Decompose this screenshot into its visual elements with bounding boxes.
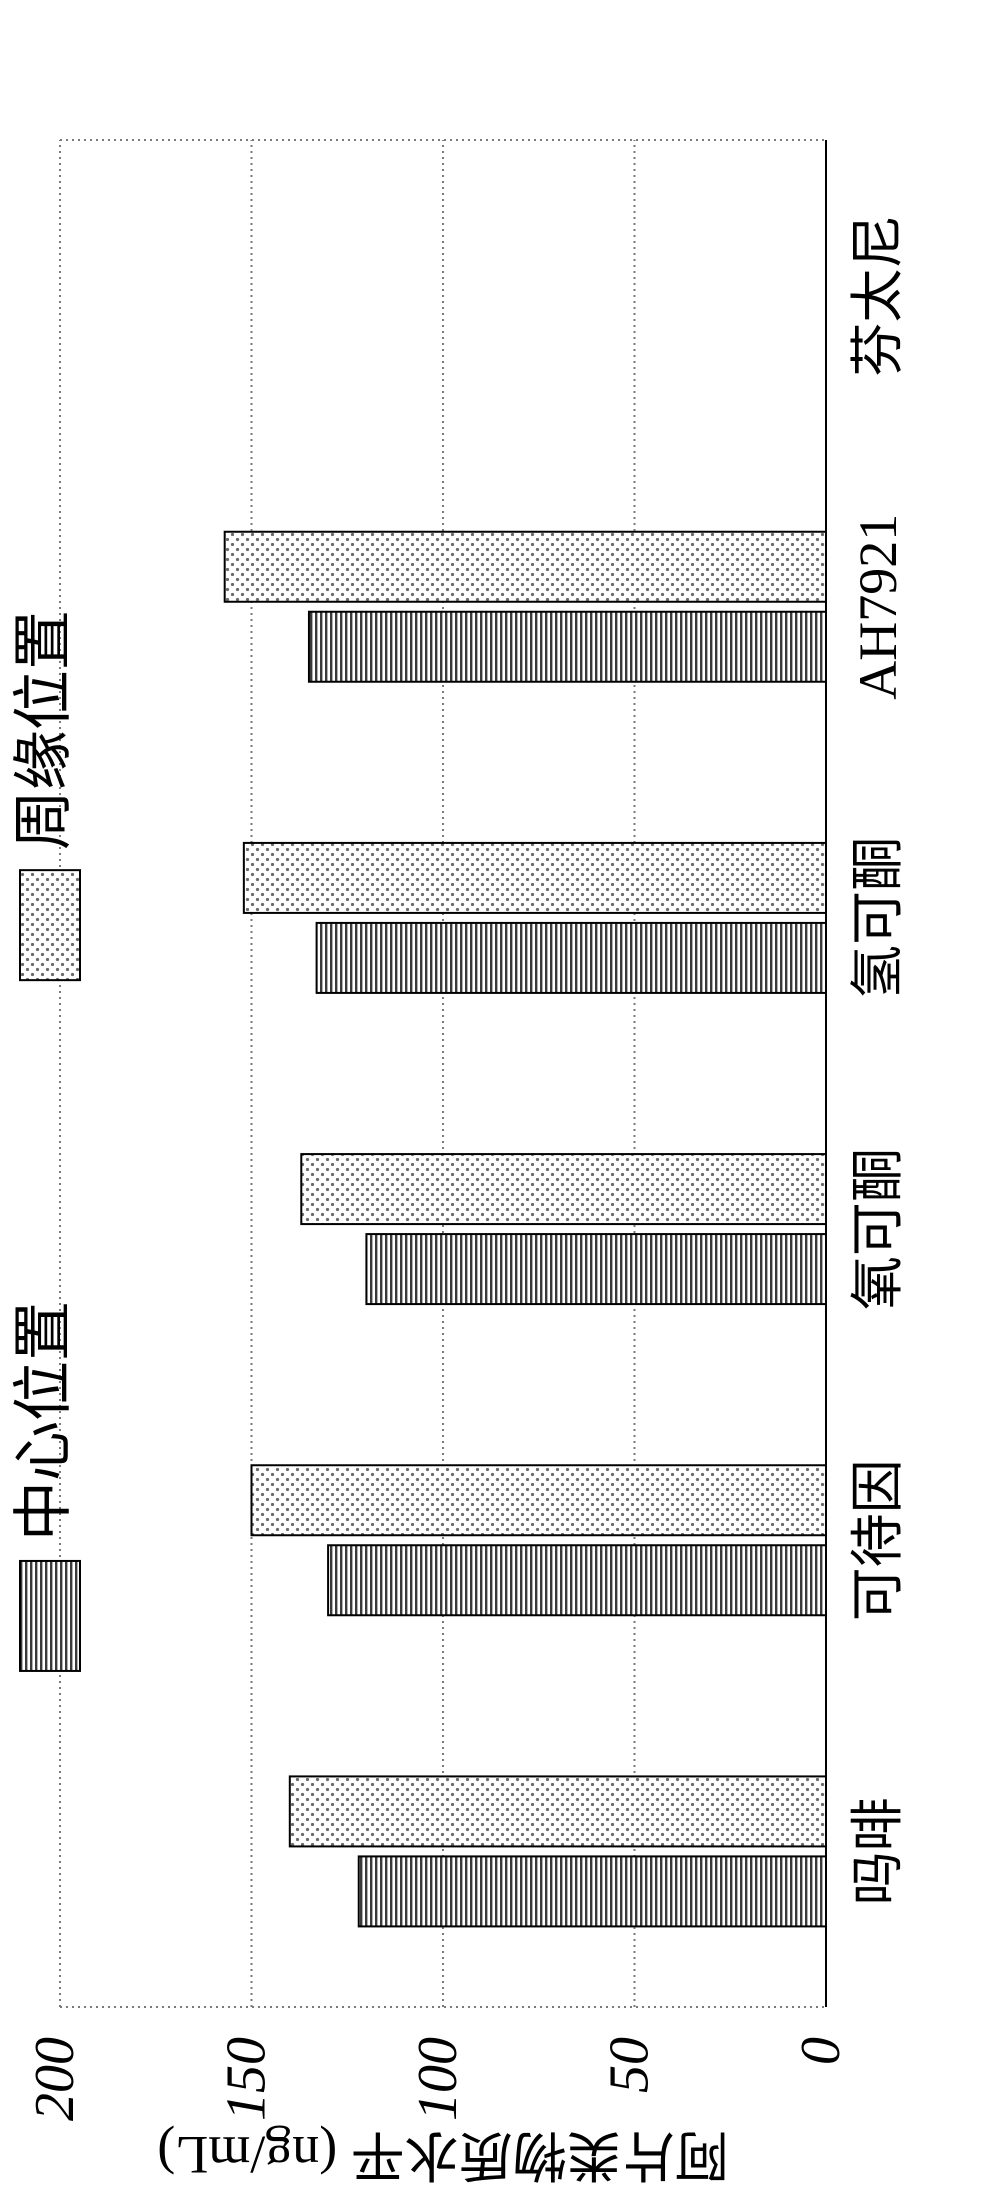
bar-center	[359, 1856, 826, 1926]
ytick-label: 100	[407, 2037, 469, 2121]
bar-chart: 0 50 100 150 200 吗啡 可待因 氧可酮 氢可酮 AH7921 芬太尼阿片类物质水平 …	[0, 0, 1006, 2207]
bar-peripheral	[225, 532, 826, 602]
category-label: 芬太尼	[848, 215, 908, 377]
bar-peripheral	[290, 1776, 826, 1846]
bar-peripheral	[252, 1465, 827, 1535]
bar-center	[328, 1545, 826, 1615]
legend-label: 周缘位置	[11, 610, 77, 850]
chart-container: 0 50 100 150 200 吗啡 可待因 氧可酮 氢可酮 AH7921 芬太尼阿片类物质水平 …	[0, 0, 1006, 2207]
bar-peripheral	[244, 843, 826, 913]
bar-center	[366, 1234, 826, 1304]
ytick-label: 200	[24, 2037, 86, 2121]
bar-center	[309, 612, 826, 682]
category-label: AH7921	[848, 514, 908, 700]
ytick-label: 0	[790, 2037, 852, 2065]
legend-swatch	[20, 1561, 80, 1671]
ytick-label: 50	[598, 2037, 660, 2093]
category-label: 吗啡	[848, 1797, 908, 1905]
category-label: 可待因	[848, 1459, 908, 1621]
ytick-label: 150	[215, 2037, 277, 2121]
y-axis-label: 阿片类物质水平 (ng/mL)	[157, 2125, 728, 2185]
category-label: 氧可酮	[848, 1148, 908, 1310]
bar-peripheral	[301, 1154, 826, 1224]
bar-center	[317, 923, 826, 993]
legend-swatch	[20, 870, 80, 980]
legend-label: 中心位置	[11, 1301, 77, 1541]
category-label: 氢可酮	[848, 837, 908, 999]
